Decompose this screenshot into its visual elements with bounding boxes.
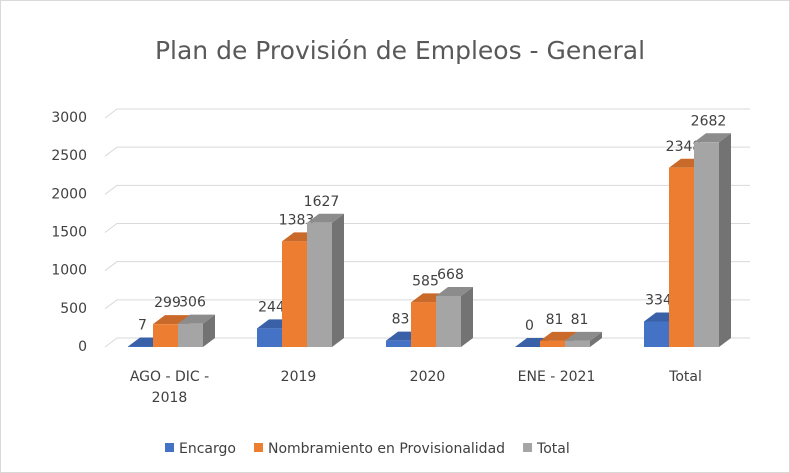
bar-side	[461, 287, 473, 347]
y-tick-label: 1500	[51, 225, 87, 241]
grid-line	[104, 223, 750, 233]
bar-side	[590, 331, 602, 347]
legend-swatch	[523, 443, 533, 452]
y-tick-label: 1000	[51, 263, 87, 279]
bar	[178, 323, 203, 347]
bar-side	[719, 133, 731, 347]
x-tick-label-line: 2018	[152, 390, 188, 406]
bar	[644, 321, 669, 347]
legend-label: Nombramiento en Provisionalidad	[268, 441, 505, 457]
x-tick-label: 2019	[281, 369, 317, 385]
data-label: 1627	[304, 194, 340, 210]
bar	[669, 167, 694, 347]
y-tick-label: 2000	[51, 186, 87, 202]
data-label: 668	[437, 267, 464, 283]
bar-top	[178, 314, 215, 324]
y-tick-label: 500	[60, 301, 87, 317]
data-label: 244	[258, 299, 285, 315]
grid-line	[104, 299, 750, 310]
bar-side	[203, 314, 215, 347]
bar	[694, 142, 719, 347]
x-tick-label-line: AGO - DIC -	[130, 369, 209, 385]
data-label: 2682	[691, 113, 727, 129]
bar-side	[332, 213, 344, 347]
grid-line	[104, 184, 750, 195]
bar	[386, 340, 411, 347]
bar	[307, 222, 332, 347]
legend-label: Encargo	[179, 441, 236, 457]
bar	[411, 302, 436, 347]
chart-title: Plan de Provisión de Empleos - General	[155, 36, 645, 65]
data-label: 0	[525, 318, 534, 334]
bar-top	[436, 287, 473, 297]
bar-top	[307, 213, 344, 223]
x-tick-label: ENE - 2021	[518, 369, 596, 385]
x-tick-label: AGO - DIC - 2018	[130, 369, 209, 406]
grid-line	[104, 261, 750, 272]
bar-top	[565, 331, 602, 341]
bar	[128, 346, 153, 347]
data-label: 334	[645, 293, 672, 309]
bar-top	[540, 331, 577, 341]
bar	[540, 340, 565, 347]
bar	[565, 340, 590, 347]
legend-label: Total	[536, 441, 570, 457]
y-tick-label: 0	[78, 339, 87, 355]
data-label: 83	[392, 312, 410, 328]
data-label: 299	[154, 295, 181, 311]
data-label: 2348	[666, 139, 702, 155]
data-label: 1383	[279, 212, 315, 228]
bar	[282, 241, 307, 347]
legend-swatch	[253, 443, 263, 452]
grid-line	[104, 146, 750, 157]
data-label: 7	[138, 317, 147, 333]
bar-top	[694, 133, 731, 143]
y-tick-label: 2500	[51, 148, 87, 164]
grid-line	[104, 108, 750, 119]
legend-swatch	[165, 443, 174, 452]
bar	[257, 328, 282, 347]
data-label: 81	[546, 312, 564, 328]
x-tick-label: 2020	[410, 369, 446, 385]
x-tick-label: Total	[668, 369, 702, 385]
y-tick-label: 3000	[51, 110, 87, 126]
bar	[436, 296, 461, 347]
bar	[153, 324, 178, 347]
data-label: 81	[571, 312, 589, 328]
data-label: 306	[179, 295, 206, 311]
data-label: 585	[412, 273, 439, 289]
